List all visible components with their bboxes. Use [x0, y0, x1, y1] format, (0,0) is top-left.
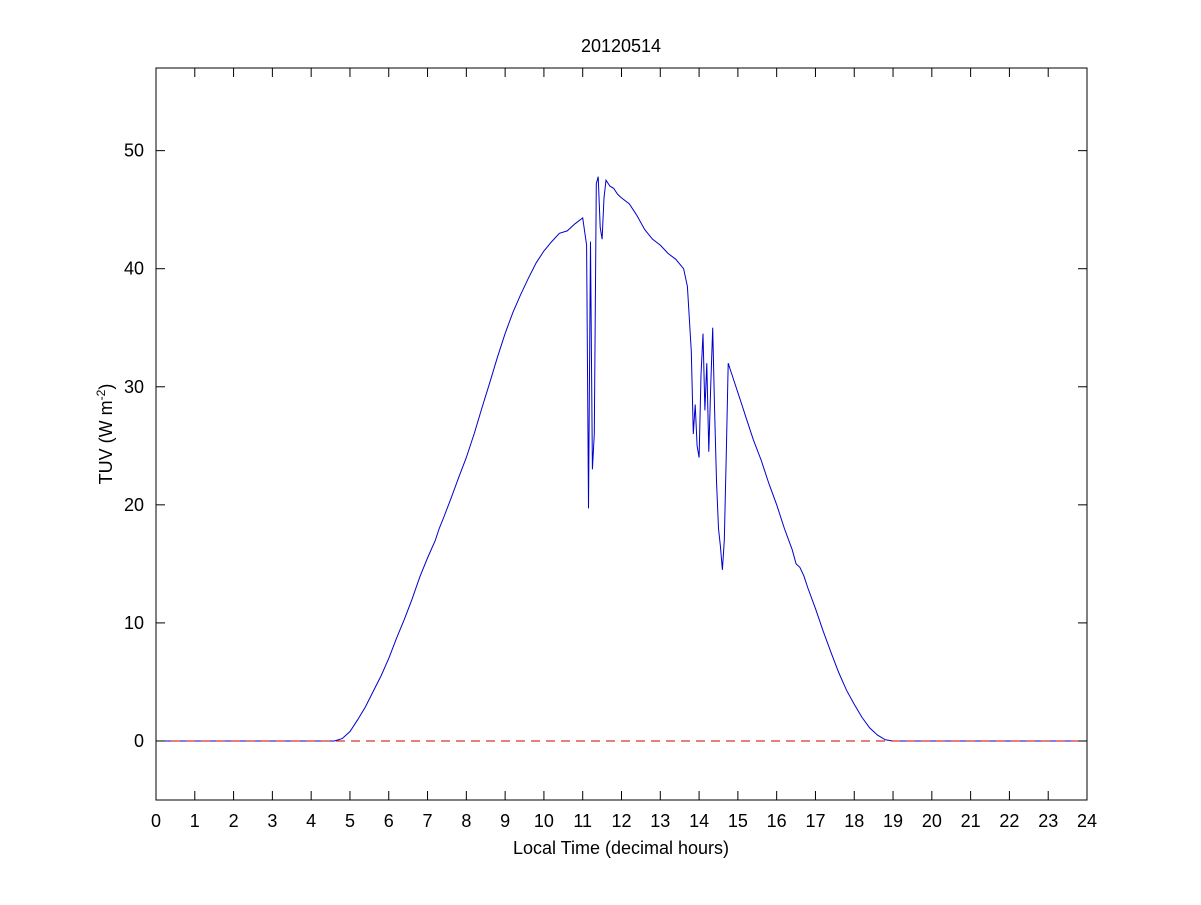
x-tick-label: 6	[384, 811, 394, 831]
series-line-0	[156, 176, 1087, 742]
x-tick-label: 2	[229, 811, 239, 831]
y-tick-label: 10	[124, 613, 144, 633]
x-tick-label: 21	[961, 811, 981, 831]
x-tick-label: 12	[611, 811, 631, 831]
y-axis-label-superscript: -2	[94, 389, 108, 400]
x-axis-label: Local Time (decimal hours)	[513, 838, 729, 858]
chart-title: 20120514	[581, 36, 661, 56]
y-axis-ticks: 0 10 20 30 40 50	[124, 141, 1087, 751]
y-axis-label-main: TUV (W m	[96, 400, 116, 484]
x-tick-label: 18	[844, 811, 864, 831]
x-tick-label: 15	[728, 811, 748, 831]
y-tick-label: 20	[124, 495, 144, 515]
x-tick-label: 14	[689, 811, 709, 831]
x-tick-label: 11	[573, 811, 592, 831]
x-tick-label: 16	[767, 811, 787, 831]
x-tick-label: 23	[1038, 811, 1058, 831]
x-axis-ticks: 0 1 2 3 4 5 6 7 8 9 10 11 12 13 14 15 16 17 18 19 20 21 22 23 24	[151, 68, 1097, 831]
y-axis-label: TUV (W m-2)	[94, 384, 116, 485]
y-tick-label: 40	[124, 259, 144, 279]
x-tick-label: 9	[500, 811, 510, 831]
x-tick-label: 1	[190, 811, 200, 831]
y-axis-label-close: )	[96, 384, 116, 390]
x-tick-label: 0	[151, 811, 161, 831]
x-tick-label: 10	[534, 811, 554, 831]
y-tick-label: 30	[124, 377, 144, 397]
x-tick-label: 24	[1077, 811, 1097, 831]
x-tick-label: 17	[805, 811, 825, 831]
x-tick-label: 3	[267, 811, 277, 831]
x-tick-label: 13	[650, 811, 670, 831]
plot-lines	[156, 176, 1087, 742]
x-tick-label: 20	[922, 811, 942, 831]
plot-area	[156, 68, 1087, 800]
x-tick-label: 8	[461, 811, 471, 831]
x-tick-label: 7	[423, 811, 433, 831]
x-tick-label: 22	[999, 811, 1019, 831]
x-tick-label: 5	[345, 811, 355, 831]
x-tick-label: 4	[306, 811, 316, 831]
y-tick-label: 50	[124, 141, 144, 161]
x-tick-label: 19	[883, 811, 903, 831]
y-tick-label: 0	[134, 731, 144, 751]
